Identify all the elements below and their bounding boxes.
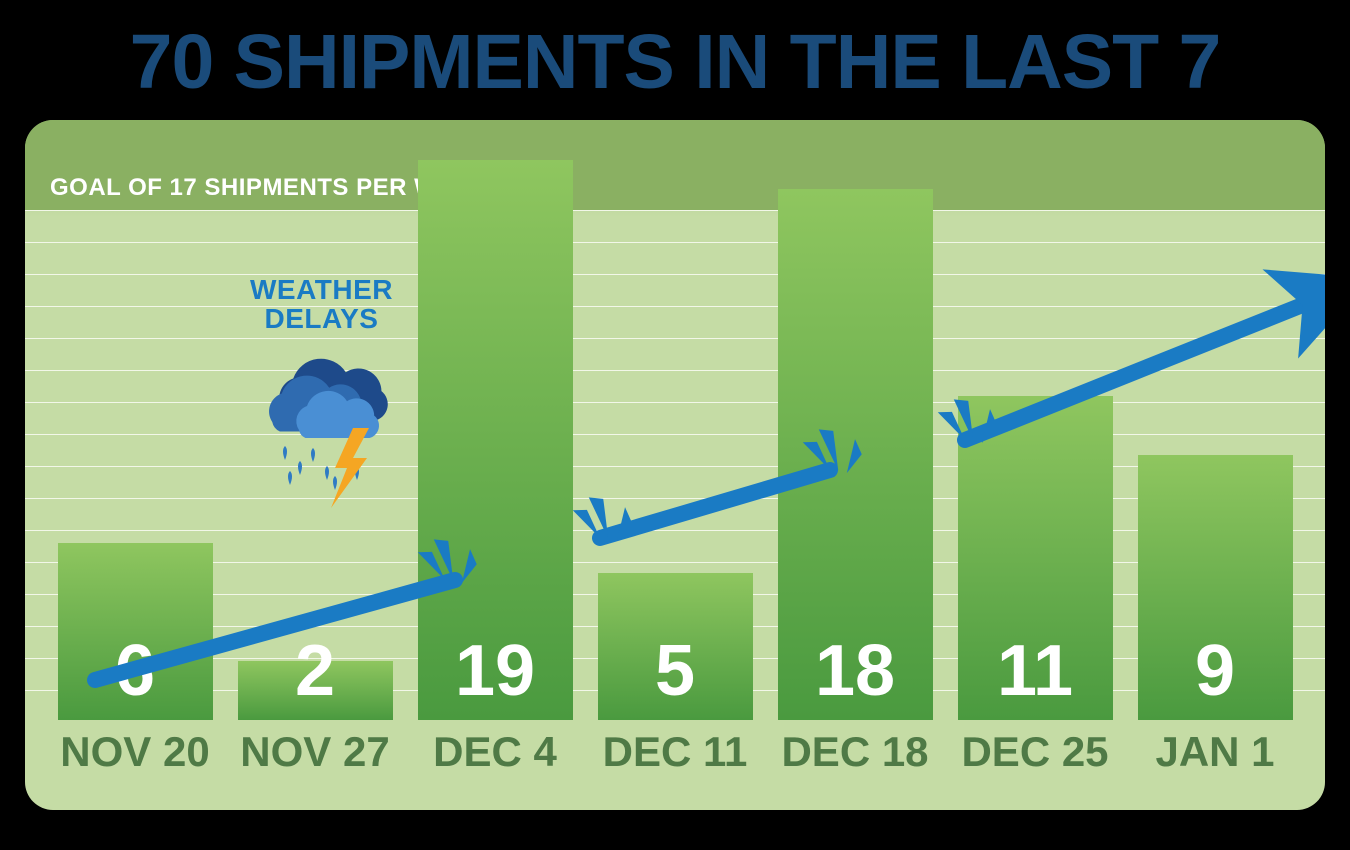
bar: 6 (58, 543, 213, 720)
bar: 5 (598, 573, 753, 720)
x-label: JAN 1 (1138, 728, 1293, 776)
bar: 11 (958, 396, 1113, 720)
bar-wrap: 11 (958, 396, 1113, 720)
infographic-root: 70 SHIPMENTS IN THE LAST 7 WEEKS GOAL OF… (0, 0, 1350, 850)
bar-value: 6 (58, 630, 213, 712)
x-label: DEC 4 (418, 728, 573, 776)
bar-wrap: 9 (1138, 455, 1293, 720)
plot-area: 62 19 5 18 11 9 (25, 210, 1325, 720)
weather-delays-label: WEATHER DELAYS (250, 275, 393, 334)
weather-label-line2: DELAYS (264, 303, 378, 334)
x-label: NOV 27 (238, 728, 393, 776)
weather-label-line1: WEATHER (250, 274, 393, 305)
bar: 18 (778, 189, 933, 720)
bar: 9 (1138, 455, 1293, 720)
x-label: DEC 18 (778, 728, 933, 776)
bar-value: 9 (1138, 630, 1293, 712)
bar-value: 11 (958, 630, 1113, 712)
bar-value: 5 (598, 630, 753, 712)
bar-value: 19 (418, 630, 573, 712)
x-label: DEC 11 (598, 728, 753, 776)
bar-wrap: 19 (418, 160, 573, 720)
bar-wrap: 6 (58, 543, 213, 720)
chart-panel: GOAL OF 17 SHIPMENTS PER WEEK 6219518119… (25, 120, 1325, 810)
bar-value: 18 (778, 630, 933, 712)
bar-value: 2 (238, 630, 393, 712)
bar: 2 (238, 661, 393, 720)
storm-cloud-icon (235, 350, 415, 525)
bar: 19 (418, 160, 573, 720)
bars-group: 62 19 5 18 11 9 (25, 160, 1325, 720)
bar-wrap: 2 (238, 661, 393, 720)
x-label: DEC 25 (958, 728, 1113, 776)
bar-wrap: 5 (598, 573, 753, 720)
bar-wrap: 18 (778, 189, 933, 720)
x-axis-labels: NOV 20 NOV 27 DEC 4 DEC 11 DEC 18 DEC 25 JAN 1 (25, 720, 1325, 810)
x-label: NOV 20 (58, 728, 213, 776)
